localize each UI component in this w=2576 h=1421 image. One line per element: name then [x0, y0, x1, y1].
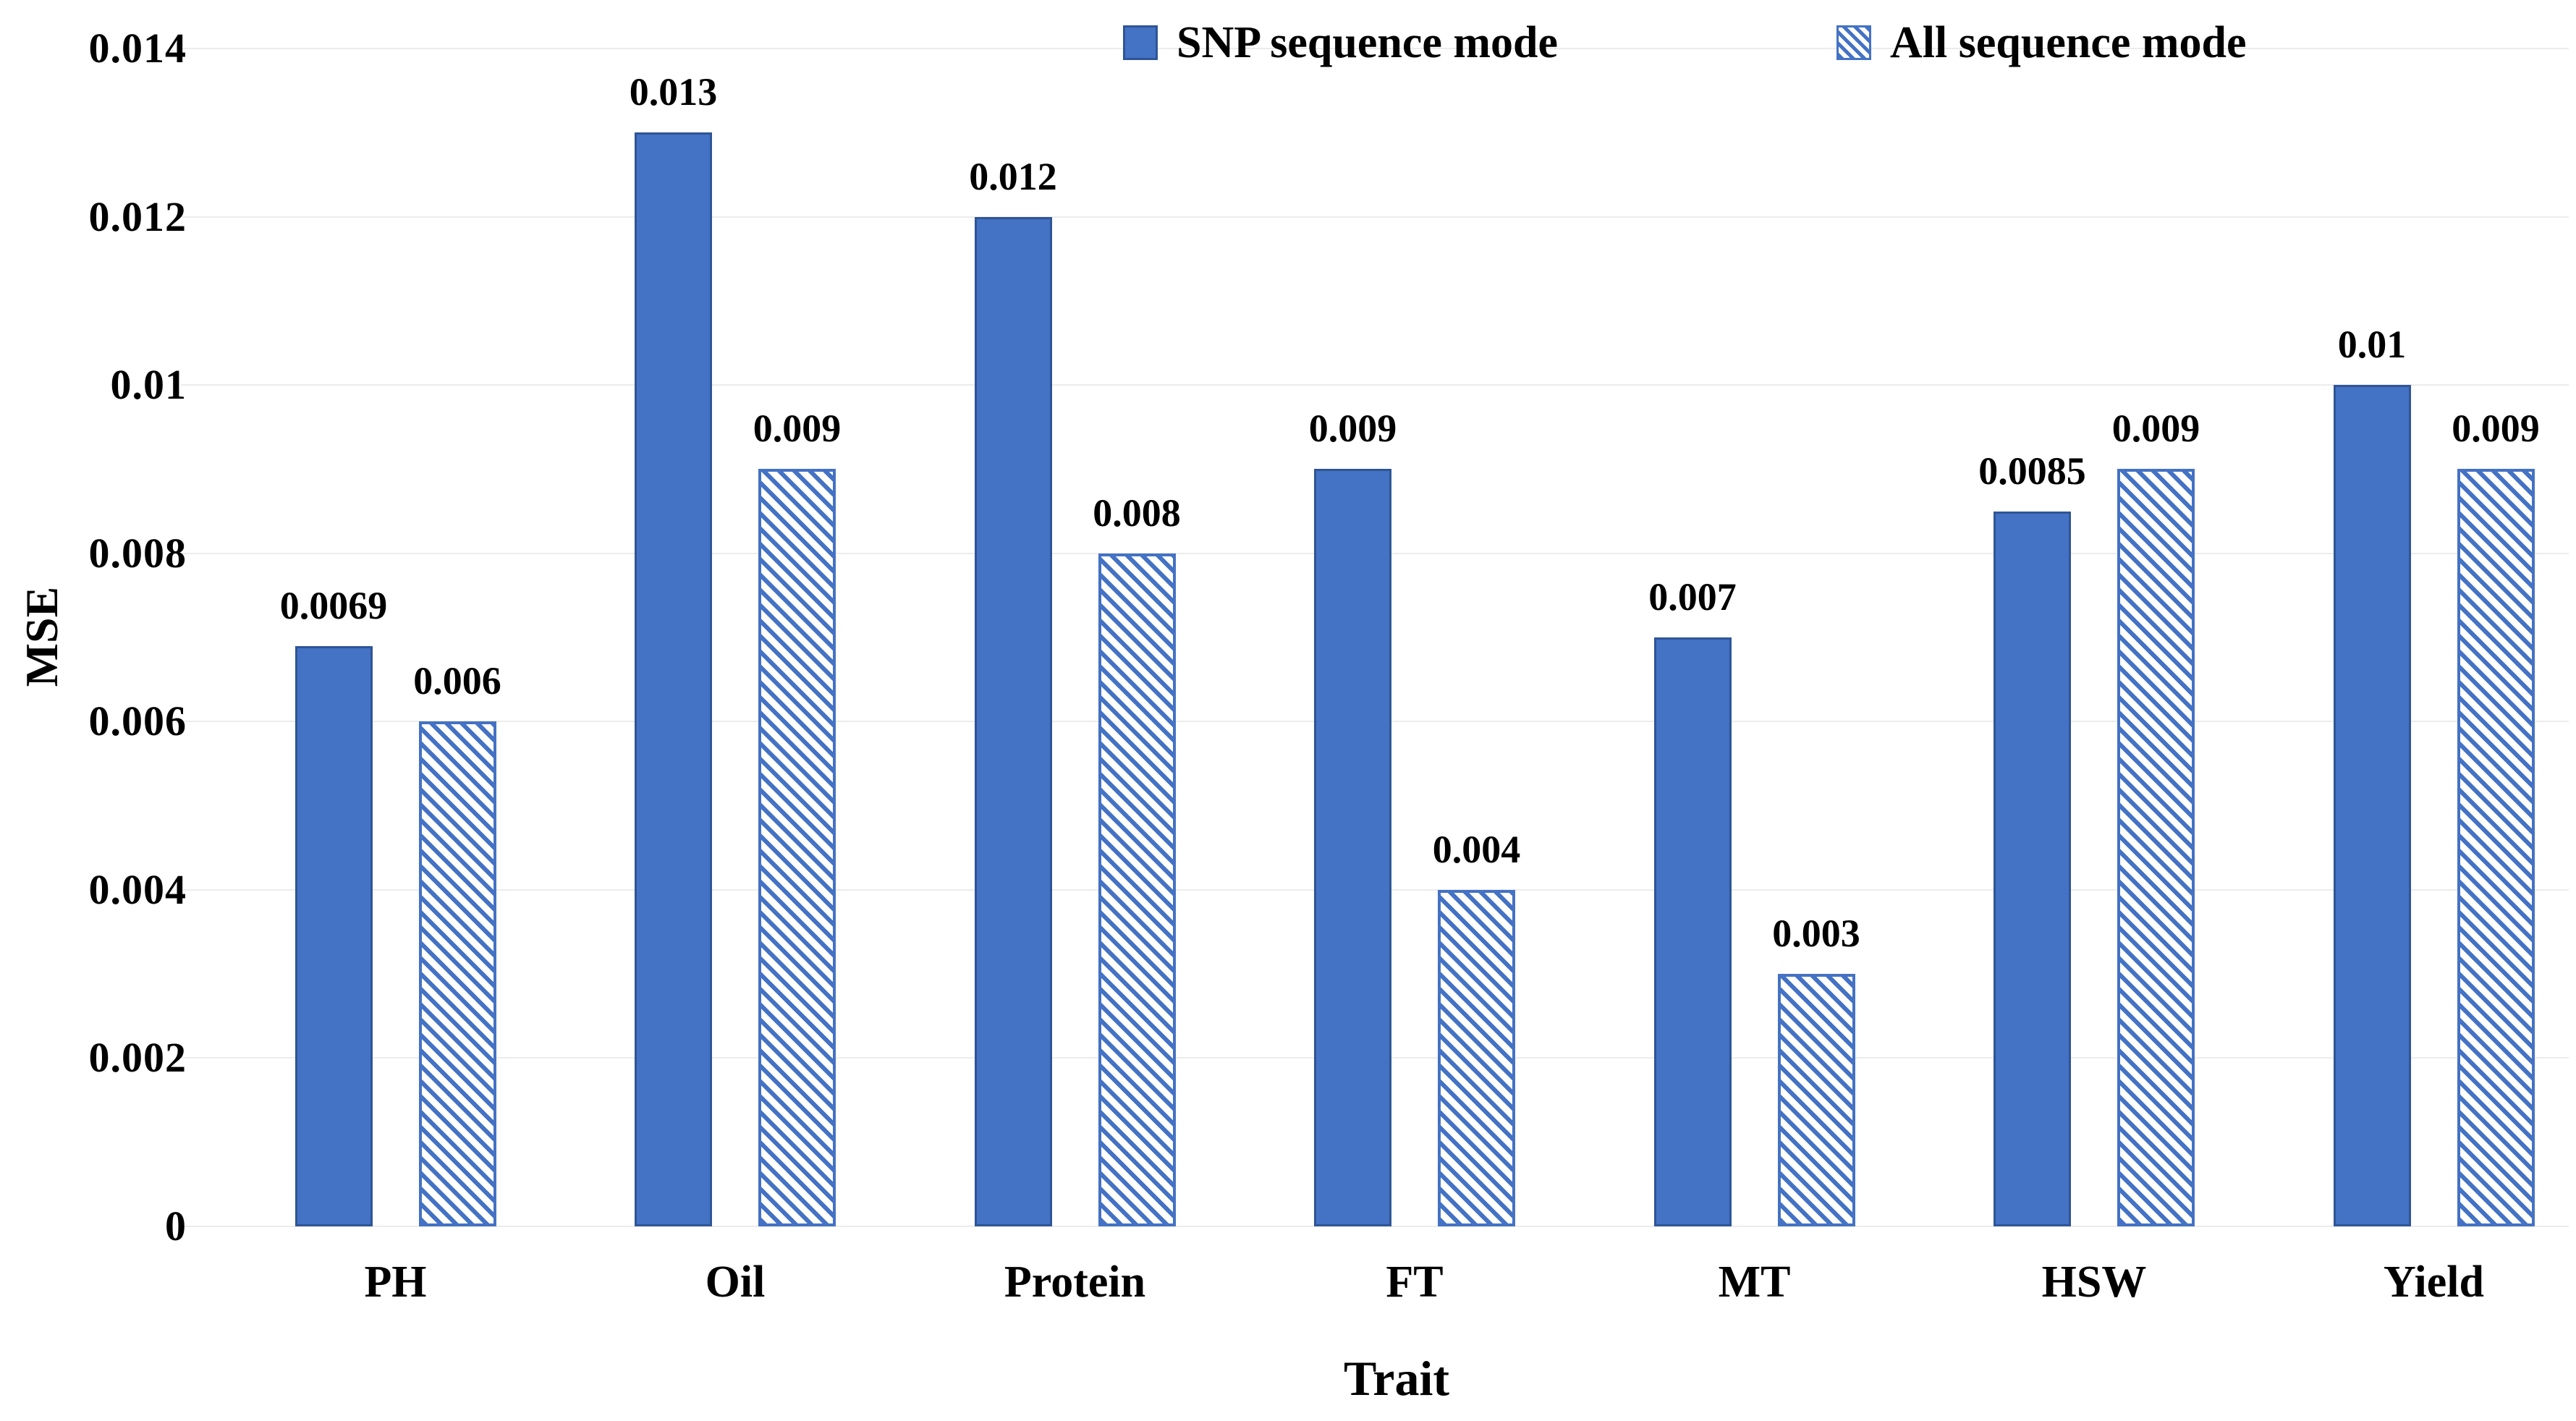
y-tick-label: 0.008 — [88, 529, 187, 577]
legend-label-all: All sequence mode — [1890, 17, 2247, 67]
y-axis-title: MSE — [16, 586, 67, 687]
bar-snp-ft — [1314, 469, 1391, 1226]
bar-snp-yield — [2333, 385, 2411, 1226]
gridline-0.012 — [181, 216, 2569, 218]
x-tick-label-hsw: HSW — [2041, 1257, 2147, 1307]
x-tick-label-oil: Oil — [705, 1257, 766, 1307]
x-axis-title: Trait — [1343, 1351, 1450, 1406]
bar-snp-protein — [974, 216, 1052, 1226]
x-tick-label-mt: MT — [1718, 1257, 1791, 1307]
gridline-0 — [181, 1226, 2569, 1227]
x-tick-label-ph: PH — [364, 1257, 427, 1307]
value-label-snp-ph: 0.0069 — [279, 583, 388, 627]
bar-all-ft — [1438, 889, 1515, 1226]
value-label-all-oil: 0.009 — [753, 407, 842, 451]
x-tick-label-ft: FT — [1386, 1257, 1444, 1307]
bar-all-protein — [1098, 553, 1176, 1226]
bar-snp-oil — [635, 132, 712, 1226]
value-label-all-ph: 0.006 — [413, 659, 501, 703]
bar-snp-hsw — [1994, 511, 2071, 1226]
value-label-all-protein: 0.008 — [1093, 491, 1181, 535]
value-label-all-mt: 0.003 — [1772, 912, 1860, 956]
bar-all-mt — [1777, 974, 1855, 1226]
bar-all-hsw — [2117, 469, 2195, 1226]
legend-item-all-sequence-mode: All sequence mode — [1836, 9, 2247, 77]
gridline-0.01 — [181, 384, 2569, 386]
value-label-snp-mt: 0.007 — [1648, 575, 1737, 619]
x-tick-label-protein: Protein — [1004, 1257, 1146, 1307]
value-label-snp-ft: 0.009 — [1308, 407, 1397, 451]
y-tick-label: 0.014 — [88, 25, 187, 72]
legend-swatch-solid-icon — [1123, 25, 1158, 60]
y-tick-label: 0.012 — [88, 192, 187, 240]
bar-all-ph — [418, 721, 496, 1226]
y-tick-label: 0.01 — [110, 361, 187, 409]
legend-item-snp-sequence-mode: SNP sequence mode — [1123, 9, 1558, 77]
legend-swatch-hatched-icon — [1836, 25, 1871, 60]
value-label-snp-protein: 0.012 — [969, 154, 1057, 198]
bar-snp-ph — [295, 645, 373, 1226]
x-tick-label-yield: Yield — [2384, 1257, 2484, 1307]
y-tick-label: 0 — [165, 1202, 187, 1250]
value-label-all-yield: 0.009 — [2452, 407, 2540, 451]
y-tick-label: 0.002 — [88, 1034, 187, 1082]
bar-all-yield — [2457, 469, 2535, 1226]
value-label-snp-yield: 0.01 — [2337, 323, 2407, 367]
y-tick-label: 0.006 — [88, 697, 187, 745]
y-tick-label: 0.004 — [88, 865, 187, 913]
bar-all-oil — [758, 469, 836, 1226]
value-label-all-hsw: 0.009 — [2111, 407, 2200, 451]
bar-snp-mt — [1653, 637, 1732, 1226]
value-label-all-ft: 0.004 — [1432, 827, 1521, 871]
value-label-snp-oil: 0.013 — [629, 70, 718, 114]
legend-label-snp: SNP sequence mode — [1177, 17, 1558, 67]
gridline-0.014 — [181, 48, 2569, 49]
value-label-snp-hsw: 0.0085 — [1978, 449, 2086, 493]
